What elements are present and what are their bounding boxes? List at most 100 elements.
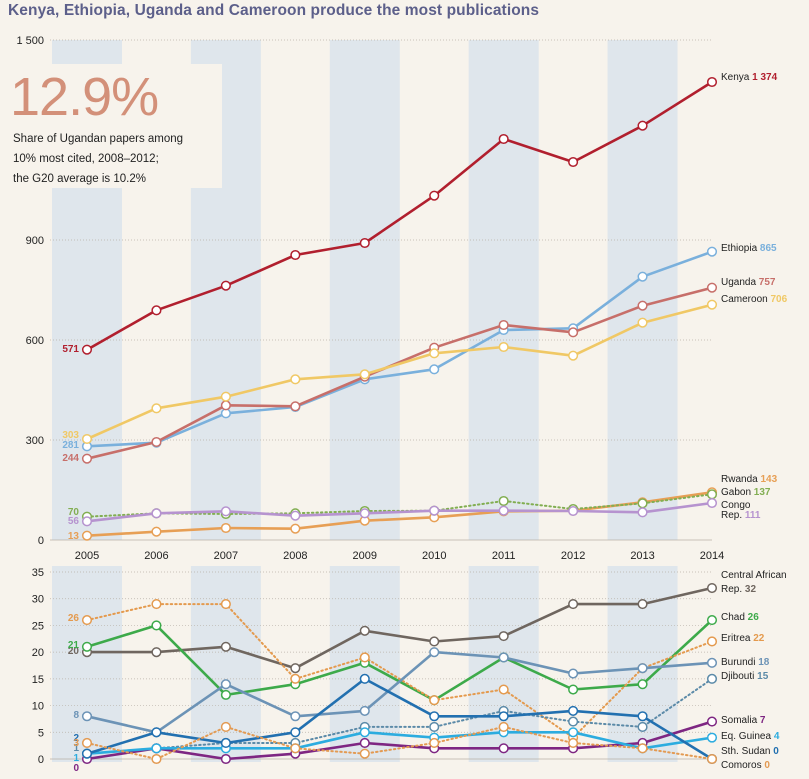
end-label: Djibouti 15: [721, 671, 769, 682]
y-tick-label: 10: [32, 701, 44, 713]
series-line: [86, 725, 713, 760]
data-point: [706, 246, 718, 257]
data-point: [706, 582, 718, 594]
data-point: [290, 743, 301, 754]
end-label-value: 111: [745, 510, 761, 521]
data-point: [637, 498, 648, 509]
data-point: [498, 341, 509, 353]
end-label-value: 1 374: [749, 72, 777, 83]
data-point: [151, 403, 162, 414]
data-point: [568, 350, 579, 361]
data-point: [81, 433, 93, 445]
end-label-value: 18: [755, 657, 769, 668]
data-point: [151, 727, 162, 738]
data-point: [359, 748, 370, 759]
y-tick-label: 300: [26, 435, 44, 447]
start-value-label: 1: [73, 753, 79, 764]
data-point: [429, 695, 440, 706]
end-label: Comoros 0: [721, 760, 770, 771]
start-value-label: 8: [73, 710, 79, 721]
data-point: [637, 743, 648, 754]
data-point: [220, 506, 231, 517]
y-tick-label: 600: [26, 335, 44, 347]
data-point: [151, 305, 162, 316]
end-label: Uganda 757: [721, 277, 776, 288]
data-point: [359, 237, 370, 249]
start-value-label: 21: [68, 640, 80, 651]
data-point: [290, 711, 301, 722]
callout-line: 10% most cited, 2008–2012;: [13, 153, 159, 165]
end-label-name: Uganda: [721, 277, 756, 288]
callout-panel: [0, 64, 222, 188]
data-point: [637, 599, 648, 610]
data-point: [429, 737, 440, 749]
end-label-name: Burundi: [721, 657, 755, 668]
start-value-label: 281: [62, 440, 79, 451]
data-point: [359, 705, 370, 716]
data-point: [220, 599, 231, 610]
end-label-value: 0: [762, 760, 771, 771]
x-tick-label: 2014: [700, 550, 724, 562]
y-tick-label: 35: [32, 567, 44, 579]
data-point: [81, 737, 93, 749]
data-point: [290, 249, 301, 261]
y-tick-label: 1 500: [16, 35, 44, 47]
data-point: [290, 673, 301, 684]
data-point: [429, 348, 440, 359]
x-tick-label: 2006: [144, 550, 168, 562]
end-label-name: Kenya: [721, 72, 750, 83]
x-tick-label: 2012: [561, 550, 585, 562]
year-band: [468, 40, 539, 540]
year-band: [607, 40, 678, 540]
data-point: [429, 364, 440, 375]
data-point: [429, 647, 440, 658]
series-line: [85, 303, 714, 441]
data-point: [706, 716, 718, 727]
data-point: [568, 156, 579, 168]
data-point: [81, 516, 93, 527]
end-label-name: Rwanda: [721, 474, 758, 485]
end-label-value: 15: [754, 671, 768, 682]
end-label-name: Chad: [721, 612, 745, 623]
end-label: Cameroon 706: [721, 294, 788, 305]
series-line: [85, 501, 714, 523]
data-point: [290, 510, 301, 521]
end-label-value: 137: [751, 487, 771, 498]
data-point: [568, 599, 579, 610]
end-label: Burundi 18: [721, 657, 770, 668]
start-value-label: 0: [73, 763, 79, 774]
end-label-name: Rep.: [721, 510, 745, 521]
start-value-label: 244: [62, 453, 79, 464]
end-label-value: 4: [771, 731, 780, 742]
data-point: [151, 753, 162, 765]
end-label: Eq. Guinea 4: [721, 731, 780, 742]
end-label-value: 865: [757, 243, 777, 254]
end-label-name: Ethiopia: [721, 243, 758, 254]
end-label-value: 7: [757, 715, 766, 726]
start-value-label: 56: [68, 516, 80, 527]
data-point: [637, 663, 648, 674]
end-label-value: 757: [756, 277, 776, 288]
chart-title: Kenya, Ethiopia, Uganda and Cameroon pro…: [8, 2, 540, 19]
data-point: [151, 508, 162, 519]
data-point: [359, 508, 370, 519]
x-tick-label: 2009: [353, 550, 377, 562]
data-point: [81, 641, 93, 652]
data-point: [568, 327, 579, 338]
start-value-label: 3: [73, 738, 79, 749]
data-point: [359, 737, 370, 749]
data-point: [220, 679, 231, 690]
y-tick-label: 25: [32, 620, 44, 632]
data-point: [220, 522, 231, 534]
callout-line: the G20 average is 10.2%: [13, 173, 146, 185]
data-point: [706, 497, 718, 509]
start-value-label: 26: [68, 613, 80, 624]
data-point: [81, 711, 93, 722]
end-label-name: Cameroon: [721, 294, 768, 305]
x-tick-label: 2005: [75, 550, 99, 562]
end-label: Eritrea 22: [721, 633, 765, 644]
data-point: [568, 716, 579, 727]
data-point: [568, 727, 579, 738]
data-point: [290, 374, 301, 385]
series-line: [85, 730, 714, 756]
